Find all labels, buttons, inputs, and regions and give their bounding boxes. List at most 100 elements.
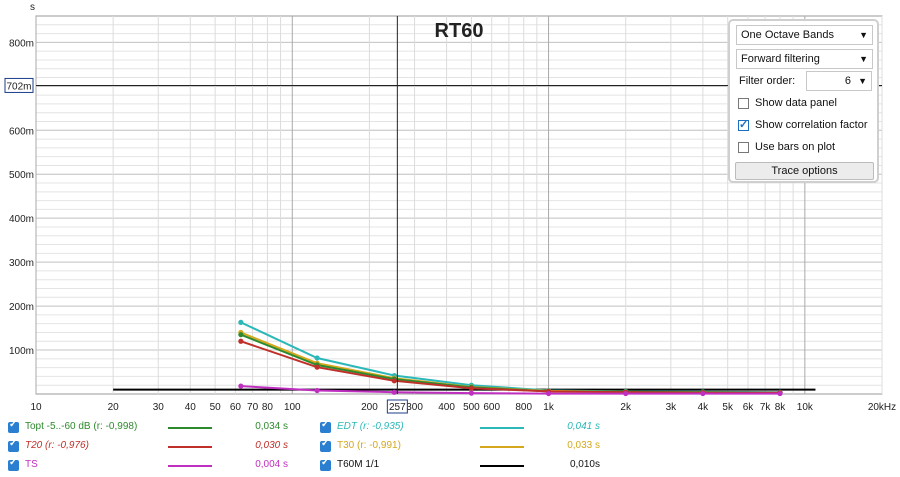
- x-tick-label: 70: [247, 402, 259, 413]
- y-tick-label: 100m: [9, 346, 34, 357]
- y-tick-label: 300m: [9, 258, 34, 269]
- data-point-t20: [391, 378, 397, 384]
- cursor-x-readout: 257: [389, 402, 406, 413]
- x-tick-label: 200: [361, 402, 378, 413]
- cursor-x-readout-box: [386, 399, 408, 414]
- x-tick-label: 800: [515, 402, 532, 413]
- chevron-down-icon: ▼: [858, 76, 867, 86]
- y-tick-label: 200m: [9, 302, 34, 313]
- legend-checkbox[interactable]: [320, 419, 331, 433]
- chevron-down-icon: ▼: [859, 54, 868, 64]
- data-point-ts: [468, 390, 475, 396]
- legend-swatch: [168, 446, 212, 448]
- data-point-t20: [468, 385, 475, 391]
- data-point-ts: [700, 390, 706, 397]
- data-point-ts: [238, 383, 244, 389]
- legend-item-t20[interactable]: T20 (r: -0,976) 0,030 s: [8, 438, 308, 455]
- legend-name: TS: [25, 459, 38, 470]
- x-tick-label: 40: [185, 402, 197, 413]
- legend-swatch: [480, 446, 524, 448]
- x-tick-label: 7k: [760, 402, 772, 413]
- smoothing-value: One Octave Bands: [741, 29, 834, 41]
- series-layer: [238, 319, 783, 397]
- cursor-y-readout: 702m: [6, 81, 31, 92]
- trace-options-label: Trace options: [771, 165, 838, 177]
- data-point-ts: [391, 389, 397, 395]
- y-tick-label: 400m: [9, 214, 34, 225]
- x-tick-label: 20kHz: [868, 402, 896, 413]
- x-tick-label: 50: [210, 402, 222, 413]
- show-data-panel-label: Show data panel: [755, 97, 837, 109]
- x-tick-label: 20: [108, 402, 120, 413]
- legend-checkbox[interactable]: [320, 438, 331, 452]
- legend-checkbox[interactable]: [8, 438, 19, 452]
- legend-value: 0,010s: [569, 459, 600, 470]
- legend-value: 0,041 s: [567, 421, 600, 432]
- legend-checkbox[interactable]: [8, 457, 19, 471]
- x-tick-label: 80: [262, 402, 274, 413]
- y-axis: 100m 200m 300m 400m 500m 600m 800m 702m: [4, 38, 34, 357]
- data-point-ts: [777, 390, 783, 397]
- legend-value: 0,004 s: [255, 459, 288, 470]
- x-tick-label: 30: [153, 402, 165, 413]
- show-correlation-checkbox[interactable]: [738, 118, 749, 131]
- x-tick-label: 400: [438, 402, 455, 413]
- filtering-dropdown[interactable]: Forward filtering ▼: [736, 49, 873, 69]
- x-tick-label: 60: [230, 402, 242, 413]
- show-correlation-label: Show correlation factor: [755, 119, 868, 131]
- legend-value: 0,033 s: [567, 440, 600, 451]
- y-tick-label: 600m: [9, 126, 34, 137]
- legend-name: T30 (r: -0,991): [337, 440, 401, 451]
- data-point-ts: [545, 390, 552, 397]
- x-tick-label: 6k: [743, 402, 755, 413]
- use-bars-checkbox[interactable]: [738, 142, 749, 153]
- y-tick-label: 500m: [9, 170, 34, 181]
- data-point-edt: [238, 319, 244, 325]
- data-point-ts: [623, 390, 629, 397]
- data-point-ts: [314, 387, 320, 394]
- data-point-t20: [314, 364, 320, 370]
- x-tick-label: 4k: [698, 402, 710, 413]
- legend-swatch: [480, 427, 524, 429]
- legend: Topt -5..-60 dB (r: -0,998) 0,034 s EDT …: [0, 418, 900, 476]
- x-tick-label: 500: [463, 402, 480, 413]
- data-point-topt: [238, 332, 244, 338]
- x-tick-label: 600: [483, 402, 500, 413]
- use-bars-label: Use bars on plot: [755, 141, 836, 153]
- trace-options-button[interactable]: Trace options: [735, 162, 874, 180]
- legend-swatch: [168, 465, 212, 467]
- data-point-t20: [238, 338, 244, 344]
- x-tick-label: 5k: [722, 402, 734, 413]
- legend-name: Topt -5..-60 dB (r: -0,998): [25, 421, 138, 432]
- filter-order-select[interactable]: 6 ▼: [806, 71, 872, 91]
- x-tick-label: 10k: [797, 402, 814, 413]
- legend-item-t60m[interactable]: T60M 1/1 0,010s: [320, 457, 620, 474]
- legend-checkbox[interactable]: [8, 419, 19, 433]
- legend-value: 0,034 s: [255, 421, 288, 432]
- chart-title: RT60: [435, 20, 484, 42]
- legend-item-ts[interactable]: TS 0,004 s: [8, 457, 308, 474]
- data-point-edt: [314, 355, 320, 361]
- filter-order-label: Filter order:: [739, 75, 796, 87]
- x-tick-label: 2k: [620, 402, 632, 413]
- filtering-value: Forward filtering: [741, 53, 820, 65]
- legend-name: T60M 1/1: [337, 459, 380, 470]
- x-tick-label: 1k: [543, 402, 555, 413]
- legend-swatch: [480, 465, 524, 467]
- x-tick-label: 100: [284, 402, 301, 413]
- smoothing-dropdown[interactable]: One Octave Bands ▼: [736, 25, 873, 45]
- legend-item-t30[interactable]: T30 (r: -0,991) 0,033 s: [320, 438, 620, 455]
- legend-item-edt[interactable]: EDT (r: -0,935) 0,041 s: [320, 419, 620, 436]
- show-data-panel-checkbox[interactable]: [738, 98, 749, 109]
- legend-checkbox[interactable]: [320, 457, 331, 471]
- options-panel: One Octave Bands ▼ Forward filtering ▼ F…: [728, 19, 879, 183]
- x-tick-label: 8k: [775, 402, 787, 413]
- filter-order-value: 6: [844, 75, 851, 87]
- legend-item-topt[interactable]: Topt -5..-60 dB (r: -0,998) 0,034 s: [8, 419, 308, 436]
- legend-swatch: [168, 427, 212, 429]
- y-tick-label: 800m: [9, 38, 34, 49]
- legend-name: EDT (r: -0,935): [337, 421, 404, 432]
- x-tick-label: 10: [30, 402, 42, 413]
- legend-value: 0,030 s: [255, 440, 288, 451]
- y-unit-label: s: [30, 2, 35, 13]
